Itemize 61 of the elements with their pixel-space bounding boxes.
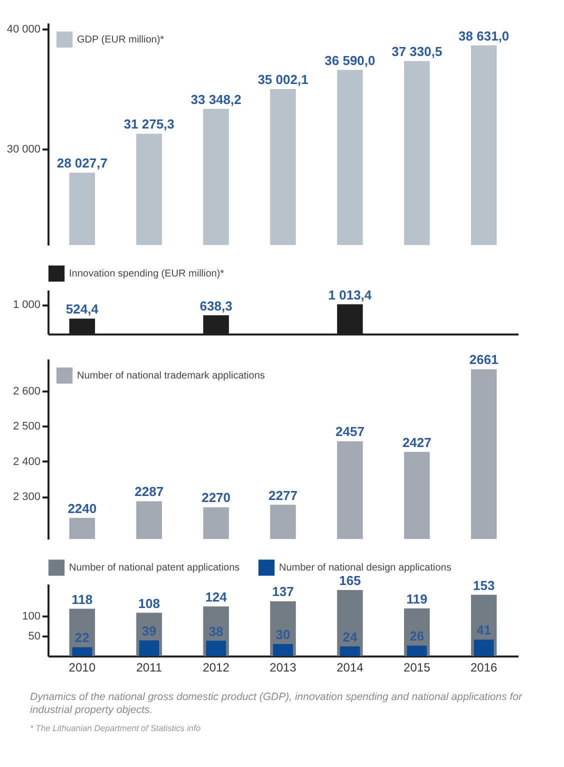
data-label: 2427: [402, 434, 432, 450]
legend-label: Number of national trademark applications: [77, 370, 265, 382]
data-label: 524,4: [66, 302, 100, 317]
data-label: 153: [473, 578, 495, 593]
legend-label: GDP (EUR million)*: [77, 34, 164, 46]
data-label: 2287: [134, 484, 164, 500]
legend-label: Innovation spending (EUR million)*: [69, 268, 224, 280]
x-tick-label: 2014: [336, 660, 364, 674]
data-label: 26: [410, 628, 424, 644]
data-label: 28 027,7: [56, 156, 108, 171]
bar: [474, 640, 494, 656]
data-label: 31 275,3: [124, 116, 174, 132]
legend-label: Number of national design applications: [279, 562, 452, 574]
data-label: 37 330,5: [392, 44, 442, 60]
data-label: 165: [339, 573, 361, 588]
x-tick-label: 2011: [136, 660, 162, 674]
y-tick-label: 2 300: [12, 491, 40, 504]
bar: [340, 646, 360, 656]
data-label: 638,3: [200, 298, 232, 314]
y-tick-label: 30 000: [6, 144, 40, 156]
bar: [139, 640, 160, 656]
data-label: 1 013,4: [328, 287, 372, 302]
data-label: 2270: [202, 490, 231, 506]
data-label: 2277: [268, 488, 298, 503]
bar: [406, 646, 427, 656]
data-label: 118: [72, 592, 93, 607]
text: Dynamics of the national gross domestic product (GDP), innovation spending and national applications for industrial property objects.: [30, 691, 524, 717]
data-label: 38 631,0: [458, 28, 510, 44]
x-tick-label: 2012: [202, 660, 230, 674]
x-tick-label: 2015: [404, 660, 431, 674]
data-label: 22: [74, 630, 90, 646]
data-label: 137: [272, 584, 294, 600]
y-tick-label: 40 000: [6, 24, 40, 36]
data-label: 30: [276, 627, 290, 642]
data-label: 41: [476, 622, 492, 638]
data-label: 119: [406, 591, 428, 606]
x-tick-label: 2016: [470, 660, 498, 674]
y-tick-label: 2 500: [12, 420, 40, 433]
bar: [72, 647, 92, 656]
data-label: 124: [205, 589, 228, 604]
bar: [273, 644, 293, 656]
x-tick-label: 2010: [68, 660, 96, 674]
data-label: 2661: [469, 352, 498, 368]
data-label: 39: [142, 623, 156, 638]
data-label: 24: [342, 629, 358, 644]
data-label: 35 002,1: [258, 72, 308, 87]
x-tick-label: 2013: [270, 660, 297, 674]
y-tick-label: 2 600: [12, 385, 40, 398]
bar: [206, 640, 226, 656]
data-label: 33 348,2: [190, 92, 242, 107]
data-label: 36 590,0: [324, 52, 376, 68]
text: * The Lithuanian Department of Statistics info: [30, 723, 202, 733]
data-label: 2240: [68, 500, 97, 516]
legend-label: Number of national patent applications: [69, 562, 240, 574]
y-tick-label: 100: [22, 610, 40, 622]
data-label: 38: [208, 624, 224, 639]
data-label: 2457: [335, 424, 364, 440]
y-tick-label: 1 000: [12, 299, 40, 312]
y-tick-label: 2 400: [12, 456, 40, 468]
data-label: 108: [138, 596, 160, 611]
y-tick-label: 50: [28, 630, 40, 642]
